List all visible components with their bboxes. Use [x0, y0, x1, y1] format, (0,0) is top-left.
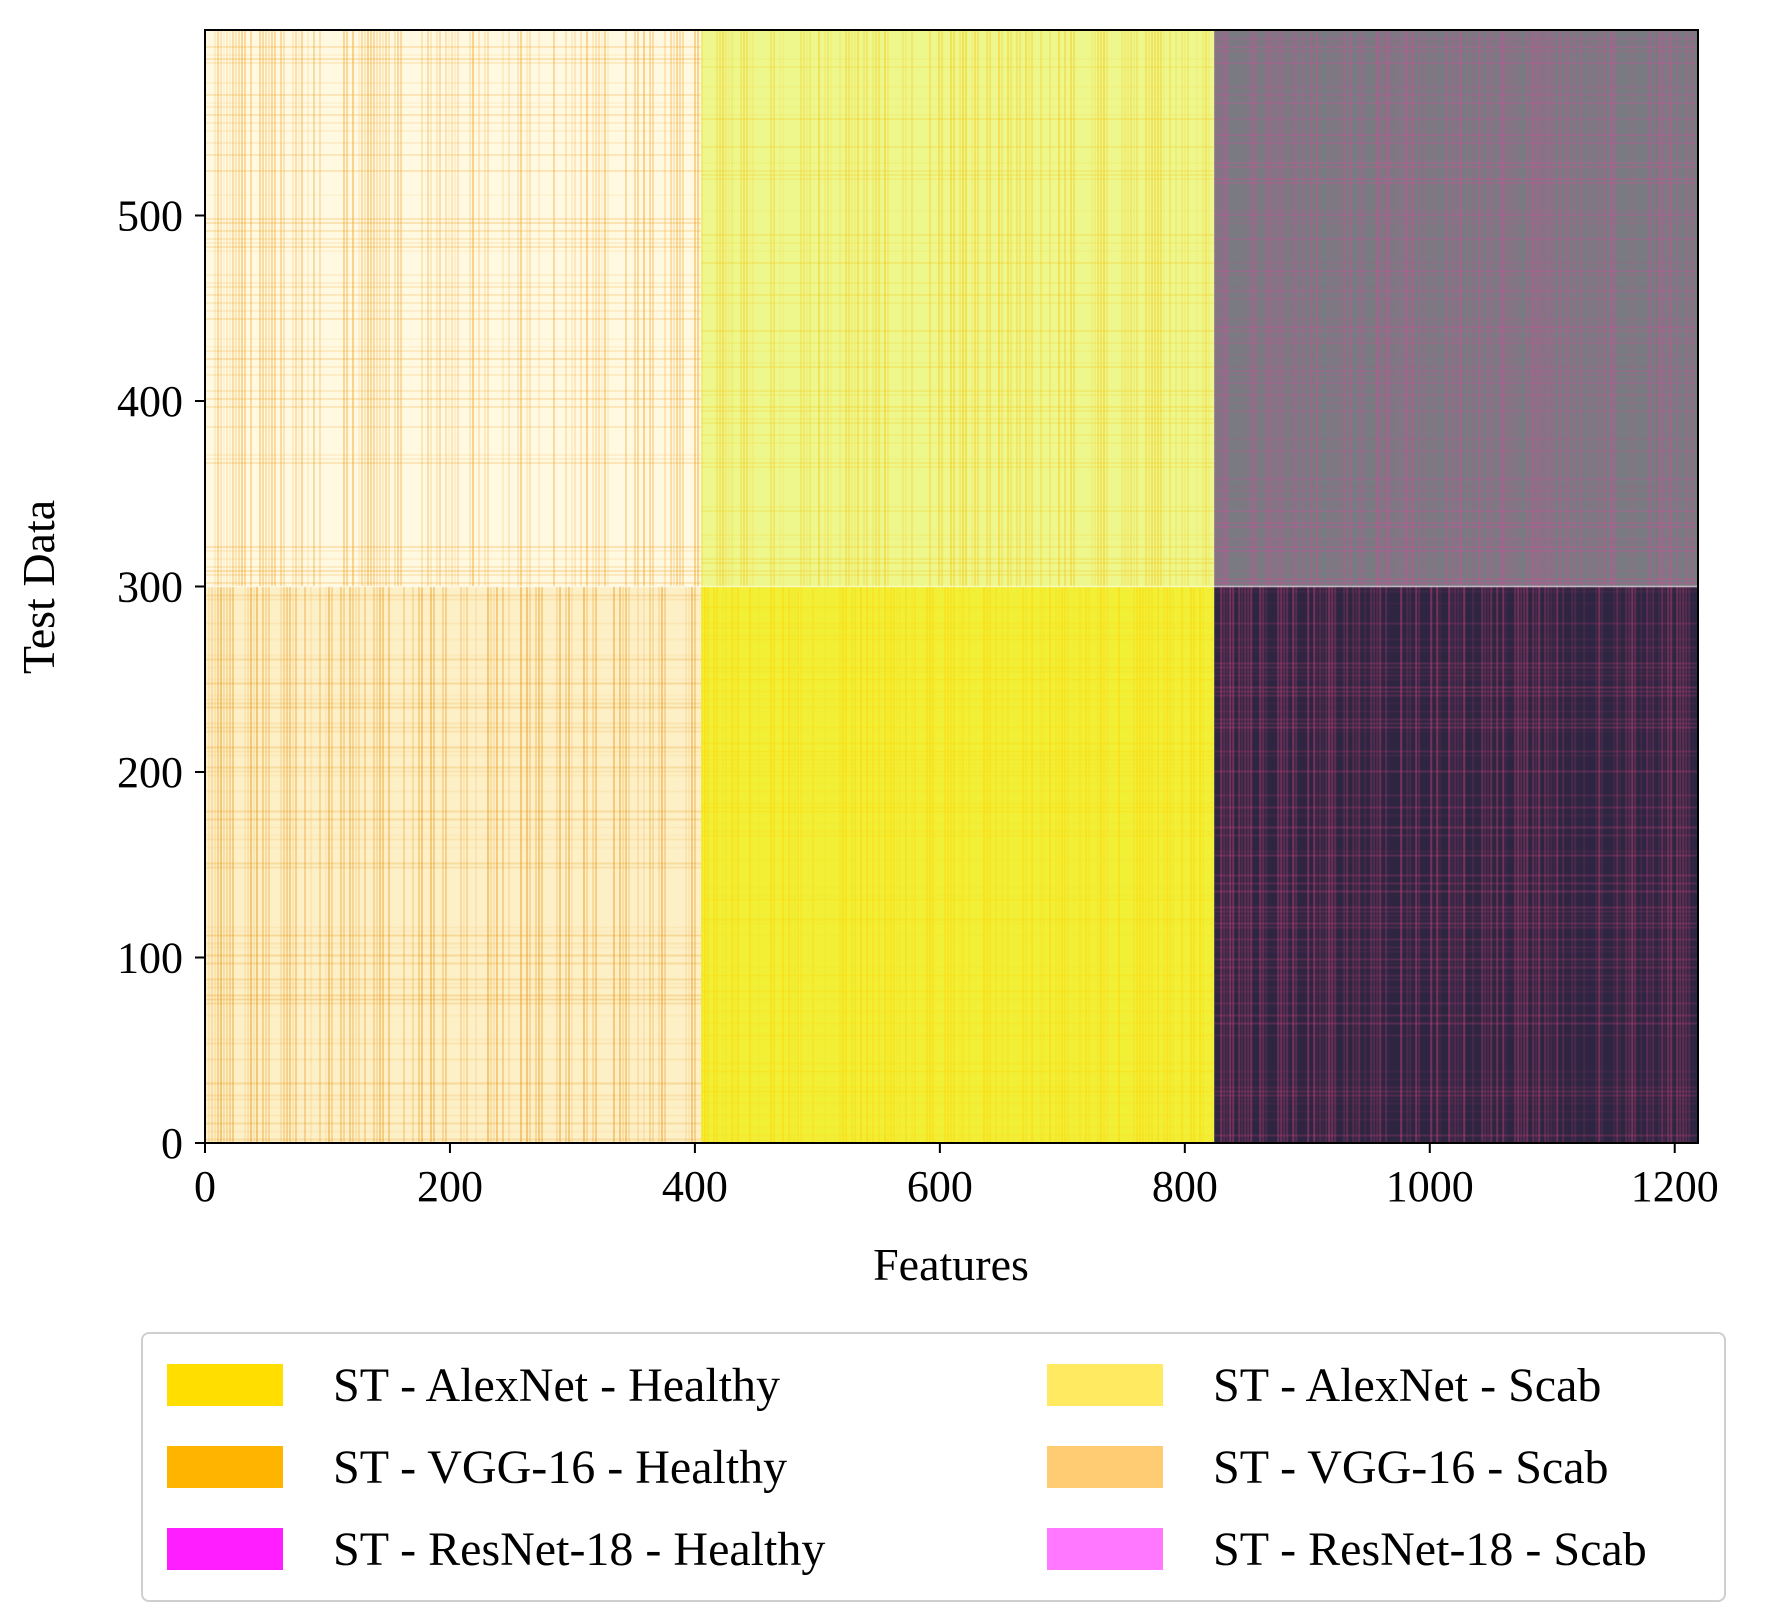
legend-swatch [167, 1364, 283, 1406]
x-tick-label: 1000 [1386, 1162, 1474, 1211]
legend-swatch [167, 1528, 283, 1570]
x-tick-label: 400 [662, 1162, 728, 1211]
legend-label: ST - VGG-16 - Healthy [333, 1440, 788, 1494]
legend-swatch [1047, 1446, 1163, 1488]
plot-area [205, 30, 1698, 1143]
heatmap-block [1214, 586, 1698, 1143]
y-tick-label: 500 [117, 192, 183, 241]
legend: ST - AlexNet - Healthy ST - VGG-16 - Heal… [141, 1332, 1726, 1602]
legend-item: ST - VGG-16 - Scab [1047, 1426, 1724, 1508]
y-axis-title: Test Data [13, 500, 64, 674]
legend-swatch [1047, 1364, 1163, 1406]
y-tick-label: 100 [117, 934, 183, 983]
y-tick-label: 200 [117, 748, 183, 797]
legend-item: ST - AlexNet - Healthy [167, 1344, 1047, 1426]
y-tick-label: 300 [117, 563, 183, 612]
legend-item: ST - ResNet-18 - Scab [1047, 1508, 1724, 1590]
legend-label: ST - AlexNet - Healthy [333, 1358, 781, 1412]
y-axis: 0 100 200 300 400 500 [117, 192, 205, 1168]
legend-item: ST - AlexNet - Scab [1047, 1344, 1724, 1426]
legend-item: ST - VGG-16 - Healthy [167, 1426, 1047, 1508]
x-tick-label: 200 [417, 1162, 483, 1211]
x-tick-label: 0 [194, 1162, 216, 1211]
y-tick-label: 400 [117, 377, 183, 426]
legend-label: ST - VGG-16 - Scab [1213, 1440, 1609, 1494]
x-tick-label: 1200 [1631, 1162, 1719, 1211]
x-tick-label: 800 [1152, 1162, 1218, 1211]
legend-label: ST - ResNet-18 - Scab [1213, 1522, 1647, 1576]
legend-label: ST - ResNet-18 - Healthy [333, 1522, 826, 1576]
legend-swatch [167, 1446, 283, 1488]
x-tick-label: 600 [907, 1162, 973, 1211]
legend-label: ST - AlexNet - Scab [1213, 1358, 1602, 1412]
heatmap-block [701, 586, 1215, 1143]
x-axis-title: Features [873, 1239, 1029, 1290]
x-axis: 0 200 400 600 800 1000 1200 [194, 1143, 1719, 1211]
heatmap-block [205, 586, 702, 1143]
heatmap-chart: 0 200 400 600 800 1000 1200 0 100 200 300 400 500 F… [13, 29, 1719, 1290]
heatmap-block [1214, 30, 1698, 587]
legend-swatch [1047, 1528, 1163, 1570]
y-tick-label: 0 [161, 1119, 183, 1168]
heatmap-block [701, 30, 1215, 587]
heatmap-block [205, 30, 702, 587]
legend-item: ST - ResNet-18 - Healthy [167, 1508, 1047, 1590]
